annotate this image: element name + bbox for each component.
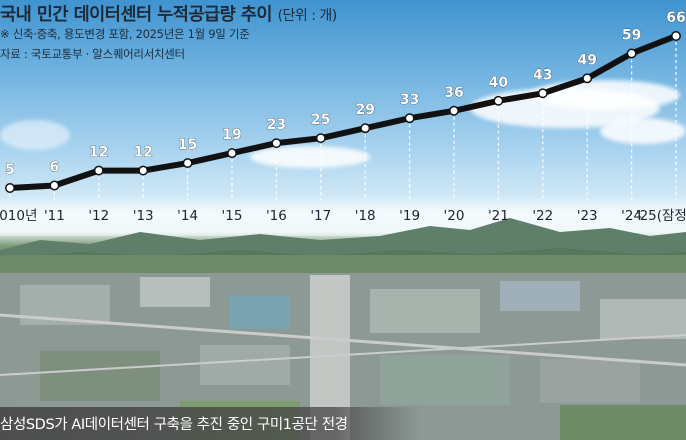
value-label: 12 bbox=[133, 145, 152, 161]
x-tick-label: '11 bbox=[44, 208, 65, 224]
cloud bbox=[600, 118, 686, 144]
x-tick-label: '19 bbox=[399, 208, 420, 224]
x-tick-label: '25(잠정) bbox=[636, 208, 686, 224]
x-tick-label: '16 bbox=[266, 208, 287, 224]
x-tick-label: '20 bbox=[444, 208, 465, 224]
value-label: 6 bbox=[50, 160, 60, 176]
value-label: 12 bbox=[89, 145, 108, 161]
chart-title-text: 국내 민간 데이터센터 누적공급량 추이 bbox=[0, 5, 272, 25]
cloud bbox=[0, 120, 70, 150]
data-point bbox=[537, 88, 548, 99]
data-point bbox=[671, 31, 681, 41]
cloud bbox=[250, 146, 370, 168]
value-label: 36 bbox=[444, 85, 463, 101]
footnote: ※ 신축·증축, 용도변경 포함, 2025년은 1월 9일 기준 bbox=[0, 27, 250, 41]
cloud bbox=[530, 80, 680, 110]
data-point bbox=[404, 113, 415, 124]
x-tick-label: '23 bbox=[577, 208, 598, 224]
horizon-haze bbox=[0, 196, 686, 236]
source-credit: 자료 : 국토교통부 · 알스퀘어리서치센터 bbox=[0, 47, 185, 61]
x-tick-label: '14 bbox=[177, 208, 198, 224]
value-label: 25 bbox=[311, 112, 330, 128]
value-label: 49 bbox=[577, 52, 596, 68]
chart-title: 국내 민간 데이터센터 누적공급량 추이 (단위 : 개) bbox=[0, 1, 337, 26]
unit-label: (단위 : 개) bbox=[277, 8, 338, 24]
series-line bbox=[7, 33, 679, 191]
drop-lines bbox=[9, 42, 677, 200]
value-label: 15 bbox=[178, 137, 197, 153]
value-label: 33 bbox=[400, 92, 419, 108]
data-point bbox=[5, 183, 15, 193]
data-point bbox=[449, 105, 459, 116]
x-tick-label: '22 bbox=[532, 208, 553, 224]
data-point bbox=[182, 158, 193, 169]
data-markers bbox=[5, 31, 681, 193]
x-tick-label: '15 bbox=[222, 208, 243, 224]
photo-caption-text: 삼성SDS가 AI데이터센터 구축을 추진 중인 구미1공단 전경 bbox=[0, 417, 348, 433]
value-label: 29 bbox=[355, 102, 374, 118]
x-tick-label: '24 bbox=[621, 208, 642, 224]
data-point bbox=[582, 73, 593, 84]
value-label: 19 bbox=[222, 127, 241, 143]
data-point bbox=[360, 123, 371, 134]
x-tick-label: '17 bbox=[310, 208, 331, 224]
photo-caption: 삼성SDS가 AI데이터센터 구축을 추진 중인 구미1공단 전경 bbox=[0, 407, 420, 440]
value-label: 23 bbox=[267, 117, 286, 133]
data-point bbox=[315, 133, 326, 144]
value-labels: 5 6 12 12 15 19 23 25 29 33 36 40 43 49 59 66 bbox=[5, 10, 686, 179]
x-tick-label: '12 bbox=[88, 208, 109, 224]
data-point bbox=[49, 180, 60, 191]
value-label: 43 bbox=[533, 67, 552, 83]
x-axis-labels: 2010년 '11 '12 '13 '14 '15 '16 '17 '18 '19 '20 '21 '2… bbox=[0, 208, 686, 224]
x-tick-label: '21 bbox=[488, 208, 509, 224]
data-point bbox=[227, 148, 237, 159]
x-tick-label: 2010년 bbox=[0, 208, 37, 224]
x-tick-label: '13 bbox=[133, 208, 154, 224]
data-point bbox=[493, 95, 504, 106]
value-label: 59 bbox=[622, 27, 641, 43]
data-point bbox=[93, 165, 104, 176]
value-label: 40 bbox=[489, 75, 509, 91]
data-point bbox=[271, 138, 282, 149]
value-label: 66 bbox=[666, 10, 685, 26]
x-tick-label: '18 bbox=[355, 208, 376, 224]
value-label: 5 bbox=[5, 162, 15, 178]
data-point bbox=[138, 165, 149, 176]
data-point bbox=[626, 48, 637, 59]
